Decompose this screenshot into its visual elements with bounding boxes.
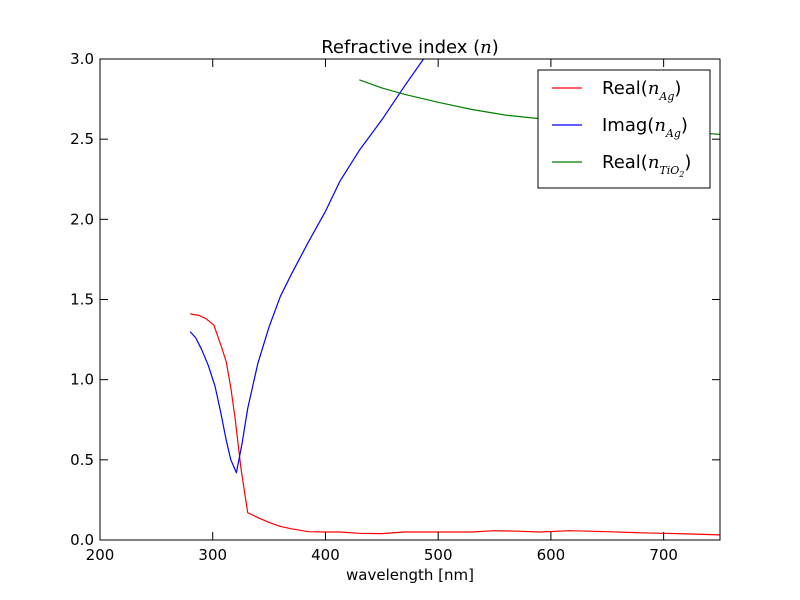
x-tick-label: 300 — [198, 546, 227, 564]
y-tick-label: 1.0 — [70, 371, 94, 389]
legend-label-real-ag: Real(nAg) — [602, 78, 681, 103]
legend-box — [537, 69, 711, 189]
legend-label-subscript: Ag — [658, 90, 674, 103]
legend: Real(nAg)Imag(nAg)Real(nTiO2) — [537, 69, 711, 189]
chart-title-suffix: ) — [492, 37, 499, 58]
y-tick-label: 3.0 — [70, 50, 94, 68]
legend-label-prefix: Real( — [602, 78, 648, 99]
x-tick-label: 700 — [649, 546, 678, 564]
x-tick-label: 200 — [86, 546, 115, 564]
series-line-imag-ag — [189, 59, 424, 474]
legend-label-real-tio2: Real(nTiO2) — [602, 152, 691, 179]
axis-ticks: 200 300 400 500 600 700 0.0 0.5 1.0 1.5 2.0 2.5 3.0 — [70, 50, 720, 564]
y-tick-label: 2.5 — [70, 130, 94, 148]
legend-label-prefix: Imag( — [602, 115, 654, 136]
legend-label-subscript: TiO — [659, 164, 679, 177]
plot-frame — [99, 58, 721, 541]
y-tick-label: 0.5 — [70, 451, 94, 469]
x-axis-label: wavelength [nm] — [346, 566, 474, 584]
legend-label-prefix: Real( — [602, 152, 648, 173]
x-tick-label: 600 — [537, 546, 566, 564]
legend-label-suffix: ) — [684, 152, 691, 173]
legend-label-math: n — [654, 115, 666, 136]
chart-title-prefix: Refractive index ( — [321, 37, 480, 58]
legend-label-math: n — [648, 152, 660, 173]
legend-label-subsubscript: 2 — [678, 170, 684, 179]
series-line-real-ag — [190, 313, 720, 536]
y-tick-label: 2.0 — [70, 210, 94, 228]
legend-label-subscript: Ag — [665, 127, 681, 140]
legend-label-suffix: ) — [681, 115, 688, 136]
y-tick-label: 0.0 — [70, 531, 94, 549]
legend-label-math: n — [648, 78, 660, 99]
chart-title-math: n — [480, 37, 492, 58]
x-tick-label: 500 — [424, 546, 453, 564]
y-tick-label: 1.5 — [70, 291, 94, 309]
x-tick-label: 400 — [311, 546, 340, 564]
legend-label-imag-ag: Imag(nAg) — [602, 115, 688, 140]
legend-label-suffix: ) — [674, 78, 681, 99]
chart-title: Refractive index (n) — [321, 37, 499, 58]
